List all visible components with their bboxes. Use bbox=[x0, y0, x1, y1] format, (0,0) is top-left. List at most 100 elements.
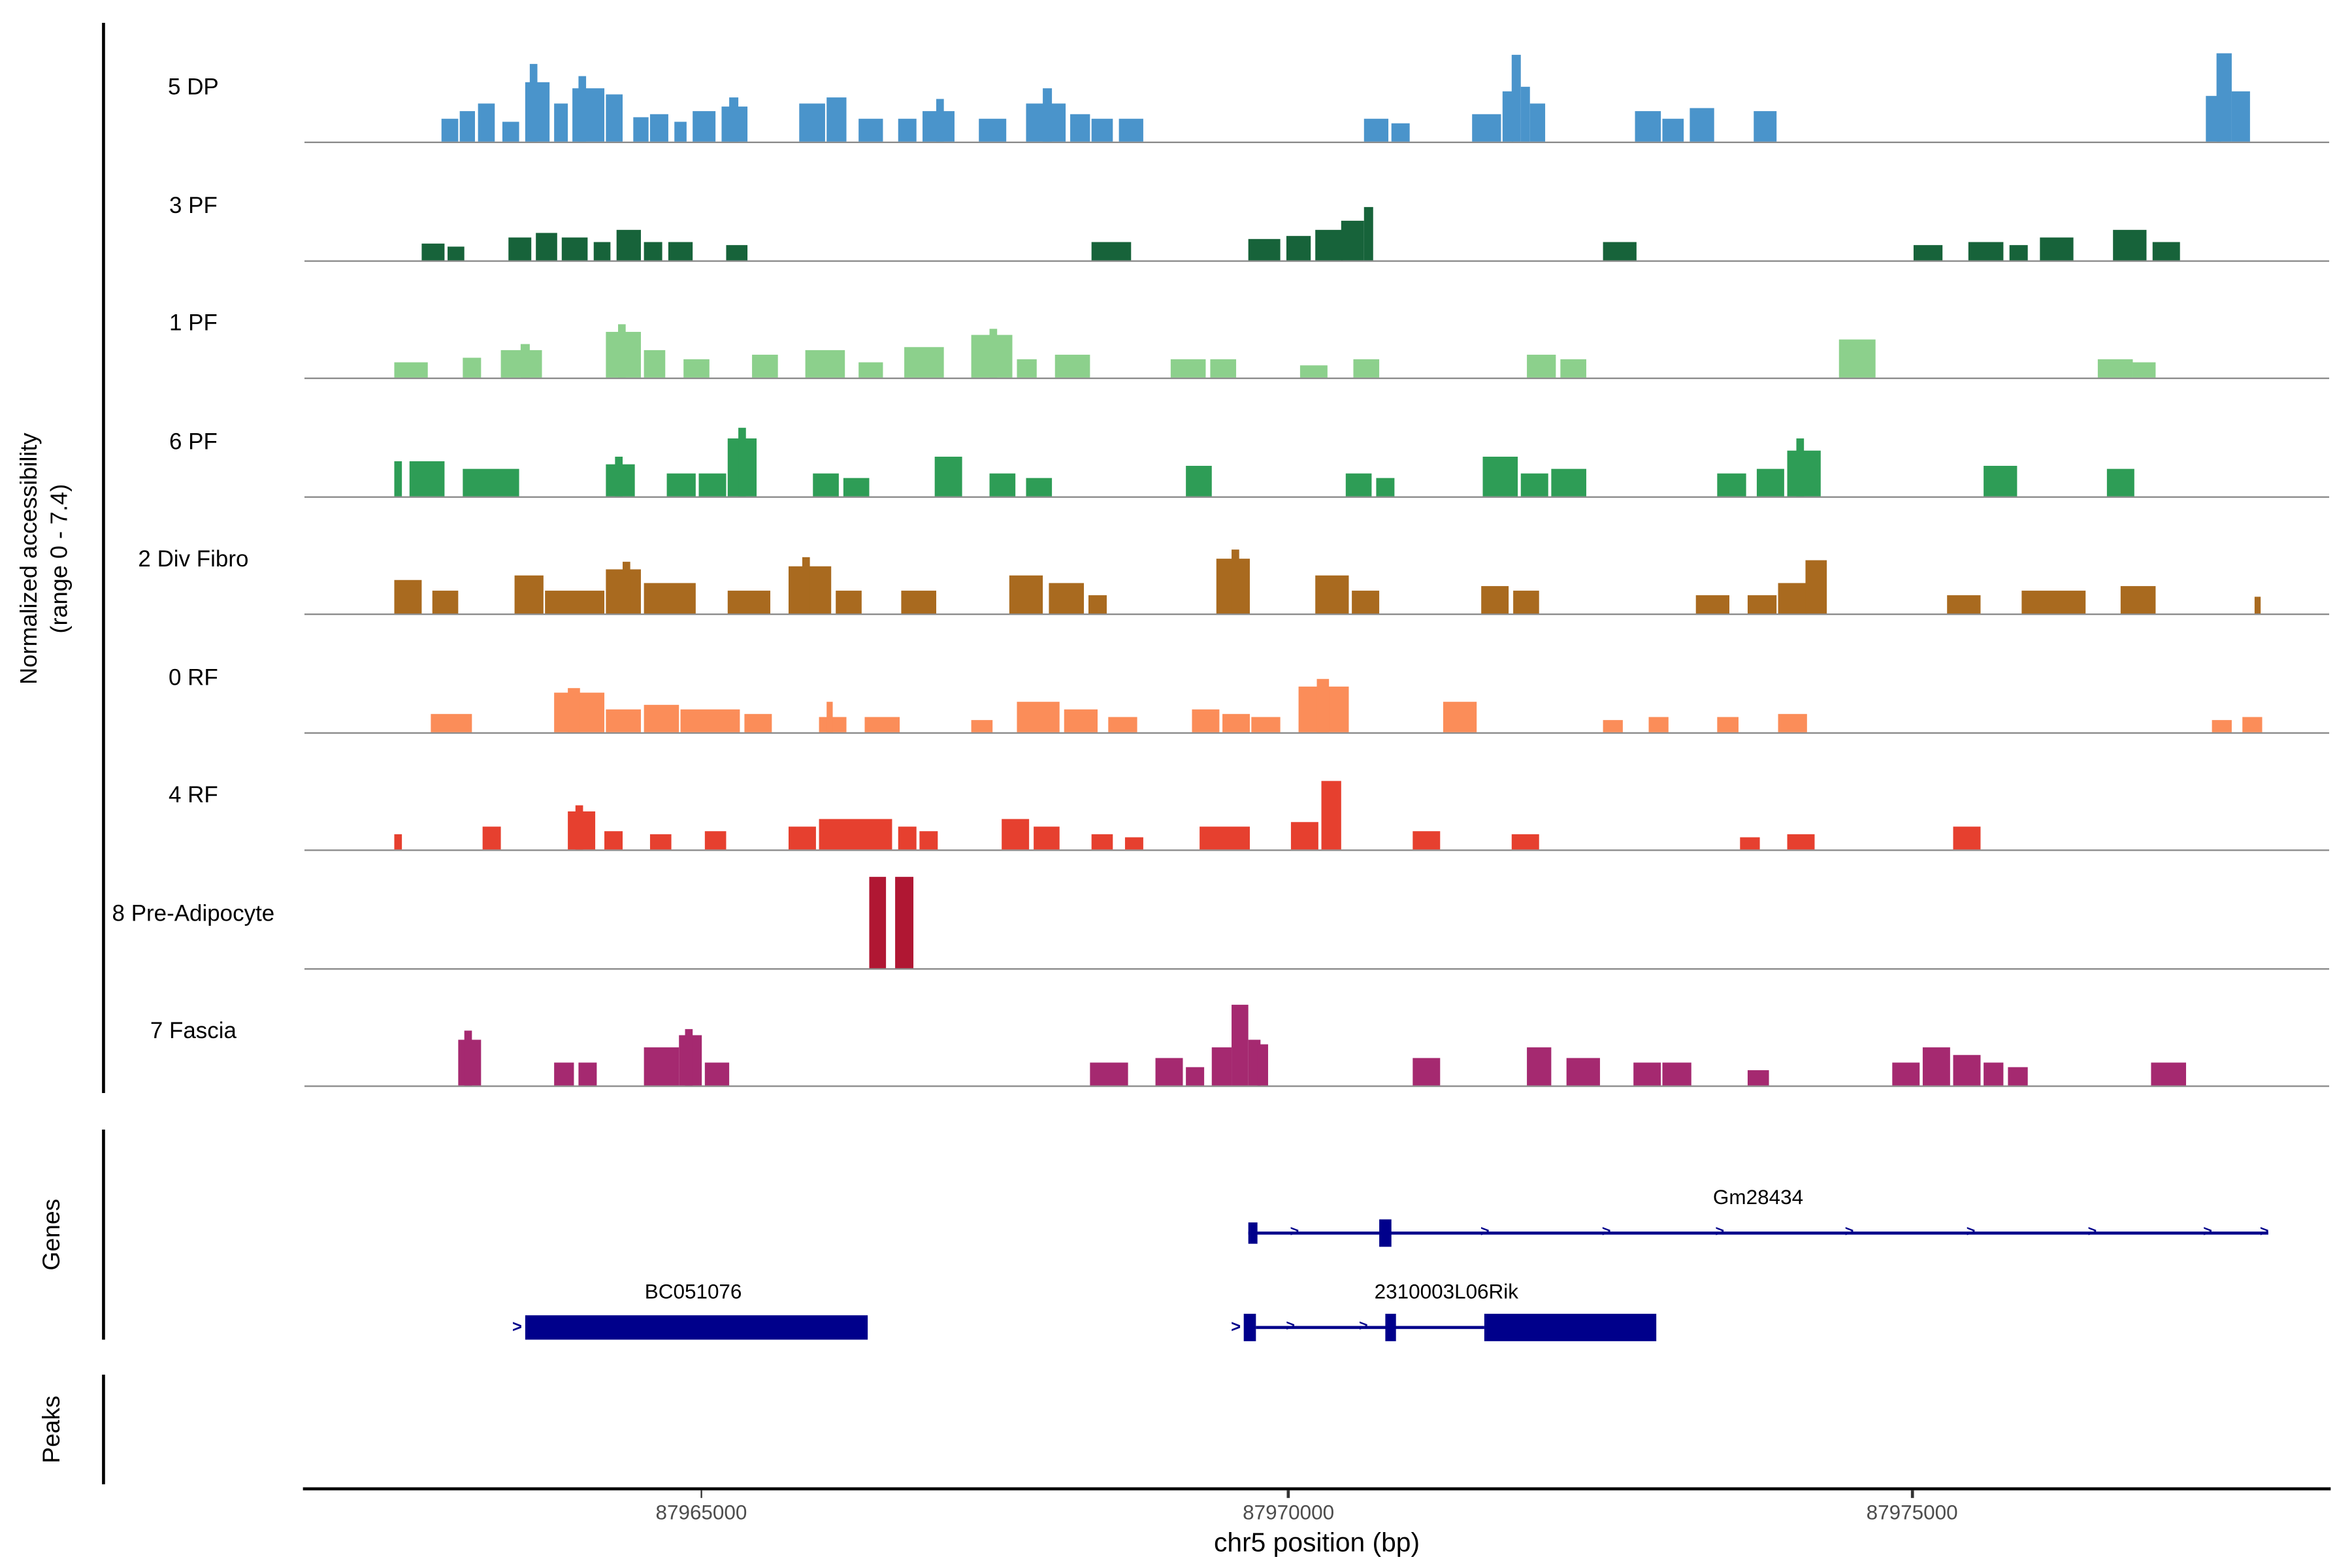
signal-bar bbox=[1529, 103, 1546, 142]
signal-bar bbox=[1286, 235, 1311, 260]
signal-bar bbox=[393, 580, 422, 614]
signal-bar bbox=[978, 118, 1007, 142]
signal-bar bbox=[1064, 708, 1098, 732]
signal-bar bbox=[1017, 359, 1037, 378]
signal-bar bbox=[2112, 229, 2148, 260]
signal-bar bbox=[1154, 1058, 1183, 1086]
signal-bar bbox=[2039, 237, 2074, 260]
signal-bar bbox=[2153, 241, 2180, 260]
signal-bar bbox=[2242, 717, 2262, 732]
signal-bar bbox=[1363, 206, 1374, 260]
track-label: 3 PF bbox=[169, 192, 218, 219]
strand-arrow-icon: > bbox=[1290, 1224, 1299, 1241]
signal-bar bbox=[1748, 595, 1776, 614]
signal-bar bbox=[1983, 1062, 2004, 1086]
signal-bar bbox=[572, 88, 604, 142]
signal-bar bbox=[1092, 241, 1131, 260]
track-2-div-fibro: 2 Div Fibro bbox=[0, 522, 2352, 615]
signal-bar bbox=[826, 701, 833, 732]
signal-bar bbox=[693, 111, 716, 142]
signal-bar bbox=[1635, 111, 1661, 142]
strand-arrow-icon: > bbox=[1966, 1224, 1976, 1241]
signal-bar bbox=[1602, 241, 1637, 260]
signal-bar bbox=[1033, 826, 1060, 850]
track-5-dp: 5 DP bbox=[0, 50, 2352, 144]
genes-axis-line bbox=[102, 1129, 105, 1340]
track-label: 7 Fascia bbox=[150, 1018, 237, 1045]
signal-bar bbox=[1838, 339, 1876, 378]
signal-bar bbox=[1565, 1058, 1601, 1086]
signal-bar bbox=[1315, 229, 1343, 260]
signal-bar bbox=[2132, 363, 2155, 378]
signal-bar bbox=[896, 875, 914, 968]
signal-bar bbox=[421, 243, 444, 260]
signal-bar bbox=[1049, 583, 1084, 614]
signal-bar bbox=[644, 1047, 679, 1086]
signal-bar bbox=[1786, 834, 1815, 850]
signal-bar bbox=[1320, 781, 1341, 850]
tss-arrow-icon: > bbox=[1231, 1318, 1241, 1337]
gene-intron-line bbox=[1256, 1326, 1485, 1329]
signal-bar bbox=[920, 831, 939, 850]
gene-exon bbox=[1248, 1222, 1258, 1244]
signal-bar bbox=[1756, 468, 1785, 496]
track-signal-area bbox=[304, 168, 2330, 261]
signal-bar bbox=[1184, 1067, 1203, 1086]
track-4-rf: 4 RF bbox=[0, 758, 2352, 851]
signal-bar bbox=[668, 241, 694, 260]
signal-bar bbox=[500, 350, 542, 378]
signal-bar bbox=[1648, 717, 1669, 732]
track-signal-area bbox=[304, 522, 2330, 615]
x-axis-line bbox=[302, 1487, 2331, 1490]
signal-bar bbox=[1511, 834, 1540, 850]
signal-bar bbox=[1375, 477, 1394, 496]
signal-bar bbox=[393, 834, 402, 850]
signal-bar bbox=[1552, 468, 1586, 496]
signal-bar bbox=[898, 118, 916, 142]
signal-bar bbox=[1480, 586, 1509, 614]
signal-bar bbox=[462, 357, 481, 378]
strand-arrow-icon: > bbox=[1715, 1224, 1725, 1241]
track-7-fascia: 7 Fascia bbox=[0, 994, 2352, 1087]
signal-bar bbox=[683, 359, 710, 378]
signal-bar bbox=[819, 819, 892, 850]
signal-bar bbox=[1184, 465, 1212, 496]
signal-bar bbox=[1345, 472, 1372, 496]
signal-bar bbox=[1560, 359, 1586, 378]
signal-bar bbox=[1248, 239, 1281, 260]
track-3-pf: 3 PF bbox=[0, 168, 2352, 261]
signal-bar bbox=[430, 713, 473, 732]
signal-bar bbox=[1171, 359, 1205, 378]
signal-bar bbox=[705, 831, 726, 850]
signal-bar bbox=[859, 118, 884, 142]
signal-bar bbox=[2098, 359, 2133, 378]
signal-bar bbox=[970, 719, 993, 732]
track-6-pf: 6 PF bbox=[0, 404, 2352, 497]
signal-bar bbox=[594, 241, 610, 260]
signal-bar bbox=[1511, 54, 1522, 142]
signal-bar bbox=[1778, 713, 1807, 732]
x-axis-tick-label: 87975000 bbox=[1866, 1501, 1958, 1524]
signal-bar bbox=[1209, 359, 1236, 378]
signal-bar bbox=[798, 103, 825, 142]
signal-bar bbox=[1778, 583, 1807, 614]
track-8-pre-adipocyte: 8 Pre-Adipocyte bbox=[0, 875, 2352, 970]
signal-bar bbox=[1952, 1055, 1981, 1086]
signal-bar bbox=[644, 241, 663, 260]
signal-bar bbox=[751, 354, 779, 378]
signal-bar bbox=[1718, 717, 1739, 732]
signal-bar bbox=[699, 472, 726, 496]
signal-bar bbox=[1315, 575, 1350, 614]
signal-bar bbox=[685, 1028, 693, 1086]
track-label: 4 RF bbox=[169, 782, 218, 809]
signal-bar bbox=[561, 237, 588, 260]
signal-bar bbox=[529, 63, 538, 142]
signal-bar bbox=[936, 99, 945, 142]
signal-bar bbox=[478, 103, 495, 142]
signal-bar bbox=[1070, 114, 1090, 142]
signal-bar bbox=[1663, 118, 1684, 142]
x-axis-tick bbox=[1287, 1490, 1290, 1498]
gene-name-label: 2310003L06Rik bbox=[1374, 1280, 1519, 1303]
signal-bar bbox=[835, 591, 862, 614]
